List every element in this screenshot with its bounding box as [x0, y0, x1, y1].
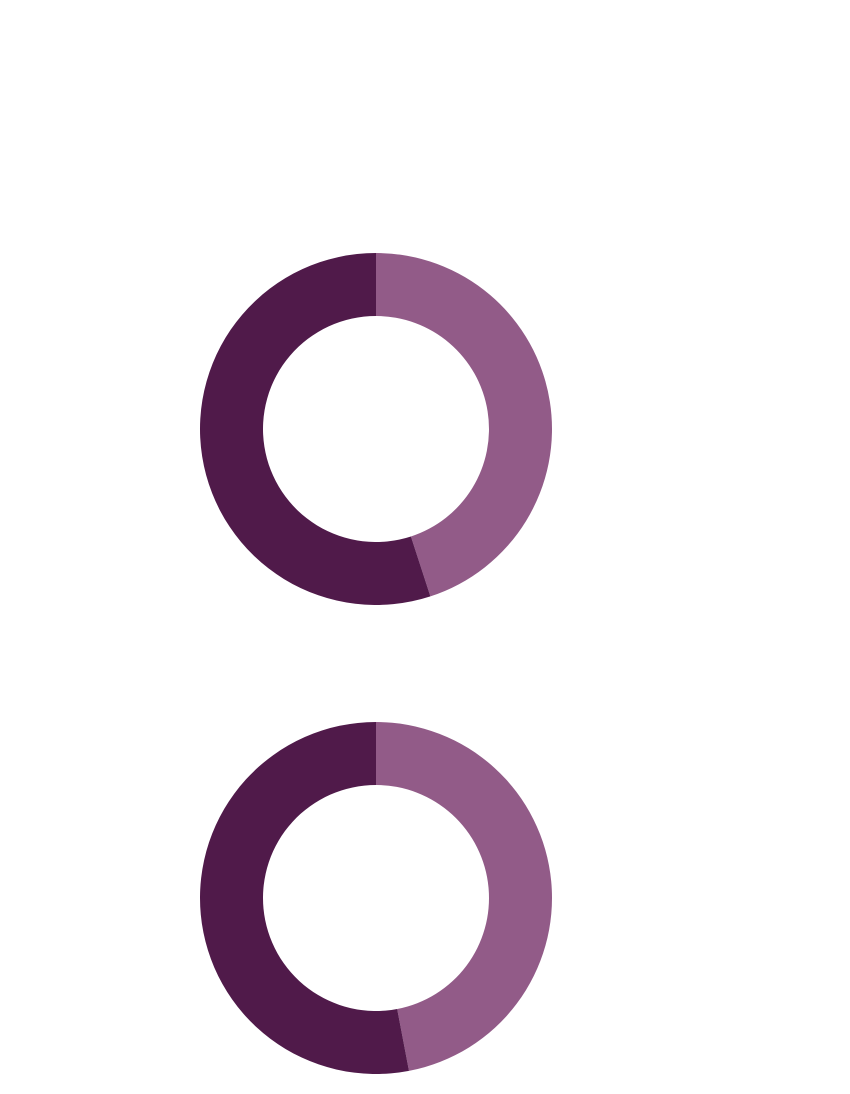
- donut-2-slice-1: [376, 721, 553, 1071]
- donut-2-slice-2: [200, 722, 409, 1074]
- donut-1-slice-1: [376, 253, 552, 597]
- donut-1-slice-2: [199, 253, 431, 605]
